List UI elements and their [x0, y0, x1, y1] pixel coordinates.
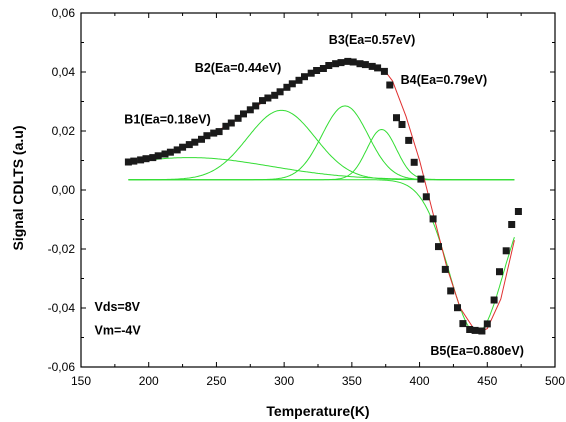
y-tick-label: 0,04 — [52, 65, 76, 79]
x-tick-label: 150 — [71, 374, 91, 388]
data-point — [142, 155, 150, 163]
data-point — [313, 67, 321, 74]
fit-curve — [128, 60, 515, 333]
data-point — [130, 157, 138, 165]
data-point — [466, 326, 474, 333]
component-curve-5 — [128, 179, 515, 334]
x-tick-label: 400 — [410, 374, 430, 388]
y-axis-title: Signal CDLTS (a.u) — [10, 126, 26, 251]
data-point — [319, 65, 327, 72]
data-point — [332, 60, 340, 68]
annotations: B1(Ea=0.18eV) B2(Ea=0.44eV) B3(Ea=0.57eV) B… — [95, 33, 524, 358]
data-point — [234, 114, 242, 122]
data-point — [198, 135, 205, 143]
y-tick-label: 0,02 — [52, 124, 76, 138]
data-point — [356, 60, 364, 68]
annotation-label: B1(Ea=0.18eV) — [124, 113, 211, 127]
data-point — [259, 97, 266, 105]
annotation-label: B5(Ea=0.880eV) — [430, 344, 523, 358]
data-point — [283, 83, 291, 91]
x-tick-label: 250 — [206, 374, 226, 388]
data-point — [264, 94, 272, 102]
component-curve-1 — [128, 157, 515, 181]
data-point — [410, 158, 418, 166]
data-point — [368, 62, 376, 70]
y-tick-label: -0,04 — [48, 301, 76, 315]
data-point — [227, 119, 235, 127]
annotation-label: Vds=8V — [95, 300, 141, 314]
data-point — [154, 152, 162, 160]
data-point — [325, 62, 333, 69]
x-tick-label: 500 — [545, 374, 565, 388]
data-point — [271, 91, 279, 99]
annotation-label: B2(Ea=0.44eV) — [195, 61, 282, 75]
data-point — [478, 327, 486, 335]
plot-frame — [80, 12, 556, 368]
data-point — [124, 158, 132, 166]
fit-curve-group — [128, 60, 515, 333]
data-point — [161, 150, 169, 158]
data-point — [240, 110, 247, 118]
data-point — [405, 136, 413, 144]
measured-points — [124, 57, 522, 335]
x-tick-label: 300 — [274, 374, 294, 388]
y-tick-label: -0,02 — [48, 242, 76, 256]
data-point — [496, 268, 503, 276]
x-axis-title: Temperature(K) — [266, 403, 369, 419]
data-point — [471, 326, 479, 334]
y-tick-label: 0,06 — [52, 6, 76, 20]
data-point — [361, 61, 369, 69]
annotation-label: B4(Ea=0.79eV) — [401, 73, 488, 87]
data-point — [295, 76, 303, 84]
annotation-label: Vm=-4V — [95, 324, 142, 338]
data-point — [215, 128, 223, 136]
data-point — [386, 81, 394, 89]
gaussian-components — [128, 105, 515, 334]
data-point — [307, 69, 315, 77]
x-tick-label: 200 — [139, 374, 159, 388]
data-point — [222, 122, 230, 130]
data-point — [508, 221, 516, 228]
data-point — [203, 132, 211, 140]
x-tick-label: 350 — [342, 374, 362, 388]
data-point — [459, 320, 467, 328]
data-point — [149, 154, 157, 162]
data-point — [429, 215, 437, 223]
data-point — [252, 102, 260, 110]
data-point — [349, 58, 357, 66]
data-point — [276, 88, 284, 96]
data-point — [166, 148, 174, 156]
plot-axes: 150 200 250 300 350 400 450 500 -0,06 -0,04 -0,02 0… — [48, 6, 566, 388]
y-tick-label: -0,06 — [48, 360, 76, 374]
data-point — [185, 141, 193, 149]
data-point — [447, 287, 455, 295]
data-point — [288, 80, 296, 88]
data-point — [490, 296, 498, 304]
data-point — [344, 57, 352, 65]
x-tick-label: 450 — [477, 374, 497, 388]
data-point — [435, 243, 442, 251]
data-point — [398, 121, 406, 128]
data-point — [179, 143, 187, 151]
data-point — [337, 59, 345, 67]
data-point — [374, 64, 382, 72]
data-point — [380, 67, 388, 75]
data-point — [246, 106, 254, 114]
y-tick-label: 0,00 — [52, 183, 76, 197]
data-point — [454, 304, 461, 312]
data-point — [483, 320, 491, 328]
data-point — [422, 193, 430, 201]
annotation-label: B3(Ea=0.57eV) — [329, 33, 416, 47]
data-point — [301, 73, 308, 81]
data-point — [417, 175, 425, 183]
data-point — [502, 247, 510, 255]
data-point — [393, 114, 400, 122]
data-point — [191, 138, 199, 146]
data-point — [514, 208, 522, 215]
data-point — [441, 265, 449, 273]
data-point — [210, 129, 218, 137]
data-point — [137, 156, 145, 164]
data-point — [173, 146, 181, 154]
